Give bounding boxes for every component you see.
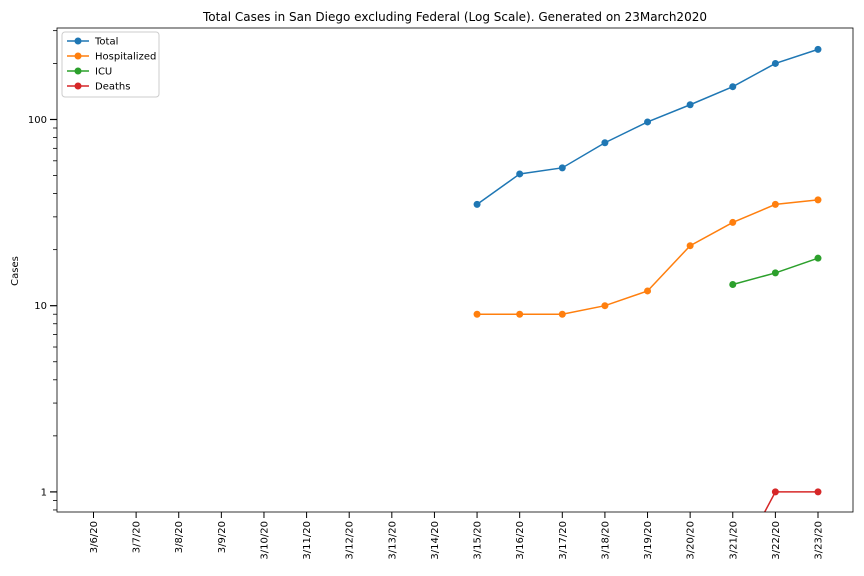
chart-title: Total Cases in San Diego excluding Feder… xyxy=(202,10,707,24)
data-point-total xyxy=(814,45,822,53)
legend-label: Hospitalized xyxy=(95,52,156,63)
x-tick-label: 3/16/20 xyxy=(515,521,526,560)
data-point-total xyxy=(644,118,652,126)
x-tick-label: 3/6/20 xyxy=(89,521,100,553)
x-tick-label: 3/20/20 xyxy=(686,521,697,560)
x-tick-label: 3/21/20 xyxy=(728,521,739,560)
x-tick-label: 3/8/20 xyxy=(174,521,185,553)
data-point-total xyxy=(516,170,524,178)
x-tick-label: 3/12/20 xyxy=(345,521,356,560)
series-layer xyxy=(473,45,822,512)
legend-marker xyxy=(74,52,82,60)
data-point-total xyxy=(771,59,779,67)
series-line-total xyxy=(476,48,819,206)
data-point-total xyxy=(601,139,609,147)
x-tick-label: 3/19/20 xyxy=(643,521,654,560)
data-point-hospitalized xyxy=(729,218,737,226)
data-point-total xyxy=(729,83,737,91)
x-tick-label: 3/7/20 xyxy=(132,521,143,553)
data-point-hospitalized xyxy=(473,310,481,318)
data-point-deaths xyxy=(814,488,822,496)
x-tick-label: 3/15/20 xyxy=(473,521,484,560)
y-axis: 1 10 100 xyxy=(28,30,57,511)
legend-box xyxy=(61,31,160,98)
x-tick-label: 3/22/20 xyxy=(771,521,782,560)
data-point-hospitalized xyxy=(601,302,609,310)
data-point-icu xyxy=(729,280,737,288)
data-point-icu xyxy=(814,254,822,262)
legend-marker xyxy=(74,37,82,45)
y-axis-label: Cases xyxy=(10,256,21,286)
plot-area-frame xyxy=(56,27,854,513)
series-icu xyxy=(729,254,822,288)
x-axis: 3/6/20 3/7/20 3/8/20 3/9/20 3/10/20 3/11/20 3/… xyxy=(89,512,825,560)
y-tick-label: 1 xyxy=(41,487,47,498)
data-point-hospitalized xyxy=(644,287,652,295)
data-point-total xyxy=(686,101,694,109)
data-point-hospitalized xyxy=(558,310,566,318)
x-tick-label: 3/10/20 xyxy=(259,521,270,560)
legend-label: Deaths xyxy=(95,82,130,93)
data-point-hospitalized xyxy=(516,310,524,318)
data-point-hospitalized xyxy=(686,242,694,250)
data-point-total xyxy=(473,200,481,208)
legend-label: Total xyxy=(94,37,118,48)
x-tick-label: 3/13/20 xyxy=(387,521,398,560)
x-tick-label: 3/18/20 xyxy=(600,521,611,560)
x-tick-label: 3/14/20 xyxy=(430,521,441,560)
series-line-hospitalized xyxy=(477,199,819,315)
data-point-hospitalized xyxy=(814,196,822,204)
legend-item-deaths: Deaths xyxy=(67,82,130,93)
legend-marker xyxy=(74,67,82,75)
series-hospitalized xyxy=(473,196,822,318)
legend-item-icu: ICU xyxy=(67,67,112,78)
x-tick-label: 3/23/20 xyxy=(814,521,825,560)
legend: Total Hospitalized ICU Deaths xyxy=(61,31,160,98)
x-tick-label: 3/17/20 xyxy=(558,521,569,560)
legend-label: ICU xyxy=(95,67,112,78)
data-point-icu xyxy=(771,269,779,277)
series-total xyxy=(473,45,822,208)
y-tick-label: 100 xyxy=(28,115,47,126)
x-tick-label: 3/11/20 xyxy=(302,521,313,560)
y-tick-label: 10 xyxy=(34,301,47,312)
legend-item-hospitalized: Hospitalized xyxy=(67,52,156,63)
legend-item-total: Total xyxy=(67,37,118,48)
data-point-hospitalized xyxy=(771,200,779,208)
series-deaths xyxy=(763,488,822,512)
data-point-deaths xyxy=(771,488,779,496)
legend-marker xyxy=(74,82,82,90)
x-tick-label: 3/9/20 xyxy=(217,521,228,553)
data-point-total xyxy=(558,164,566,172)
